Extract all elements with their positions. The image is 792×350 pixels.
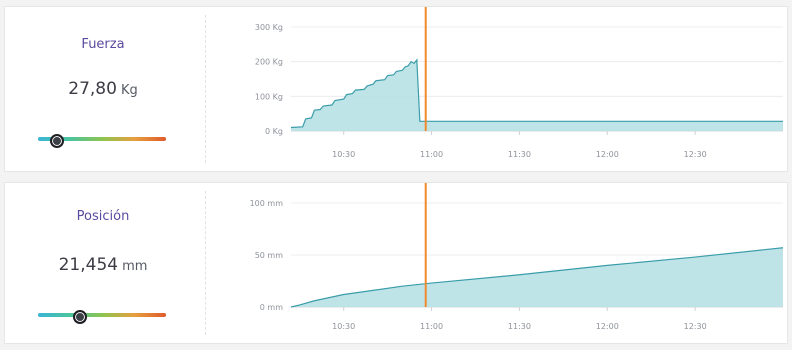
y-tick-label: 0 mm (260, 303, 283, 312)
y-tick-label: 100 Kg (255, 92, 283, 101)
fuerza-gauge-track (38, 134, 166, 148)
posicion-gauge-track (38, 310, 166, 324)
posicion-gauge-knob[interactable] (73, 310, 88, 324)
fuerza-unit: Kg (120, 83, 138, 98)
x-tick-label: 11:30 (508, 150, 531, 159)
series-line (290, 247, 784, 308)
series-area (291, 247, 783, 307)
y-tick-label: 50 mm (255, 251, 284, 260)
posicion-unit: mm (122, 259, 148, 274)
posicion-chart: 0 mm 50 mm 100 mm 10:30 11:00 11:30 12:00 12:30 (250, 183, 784, 331)
posicion-title: Posición (76, 209, 130, 224)
series-line (290, 58, 783, 129)
series-area (291, 59, 783, 131)
x-tick-label: 11:00 (420, 322, 443, 331)
fuerza-value: 27,80 (68, 79, 117, 99)
x-tick-label: 10:30 (332, 150, 355, 159)
fuerza-metric: Fuerza 27,80 Kg (5, 7, 201, 171)
x-tick-label: 12:30 (684, 322, 707, 331)
x-tick-label: 10:30 (332, 322, 355, 331)
posicion-metric: Posición 21,454 mm (5, 183, 201, 343)
posicion-value-readout: 21,454 mm (5, 255, 201, 275)
y-tick-label: 0 Kg (265, 127, 283, 136)
x-tick-label: 11:00 (420, 150, 443, 159)
y-tick-label: 100 mm (250, 199, 284, 208)
x-tick-label: 12:30 (684, 150, 707, 159)
fuerza-value-readout: 27,80 Kg (5, 79, 201, 99)
fuerza-gauge-knob[interactable] (50, 134, 65, 148)
x-tick-label: 11:30 (508, 322, 531, 331)
y-tick-label: 200 Kg (255, 58, 283, 67)
fuerza-panel: Fuerza 27,80 Kg 0 Kg 100 Kg 200 Kg 300 Kg 10:… (4, 6, 788, 172)
fuerza-divider (205, 15, 206, 163)
fuerza-title: Fuerza (81, 37, 125, 52)
y-tick-label: 300 Kg (255, 23, 283, 32)
posicion-divider (205, 191, 206, 335)
fuerza-chart: 0 Kg 100 Kg 200 Kg 300 Kg 10:30 11:00 11:30 12:… (255, 7, 783, 159)
x-tick-label: 12:00 (596, 150, 619, 159)
x-tick-label: 12:00 (596, 322, 619, 331)
posicion-panel: Posición 21,454 mm 0 mm 50 mm 100 mm 10:30 11… (4, 182, 788, 344)
posicion-value: 21,454 (58, 255, 119, 275)
